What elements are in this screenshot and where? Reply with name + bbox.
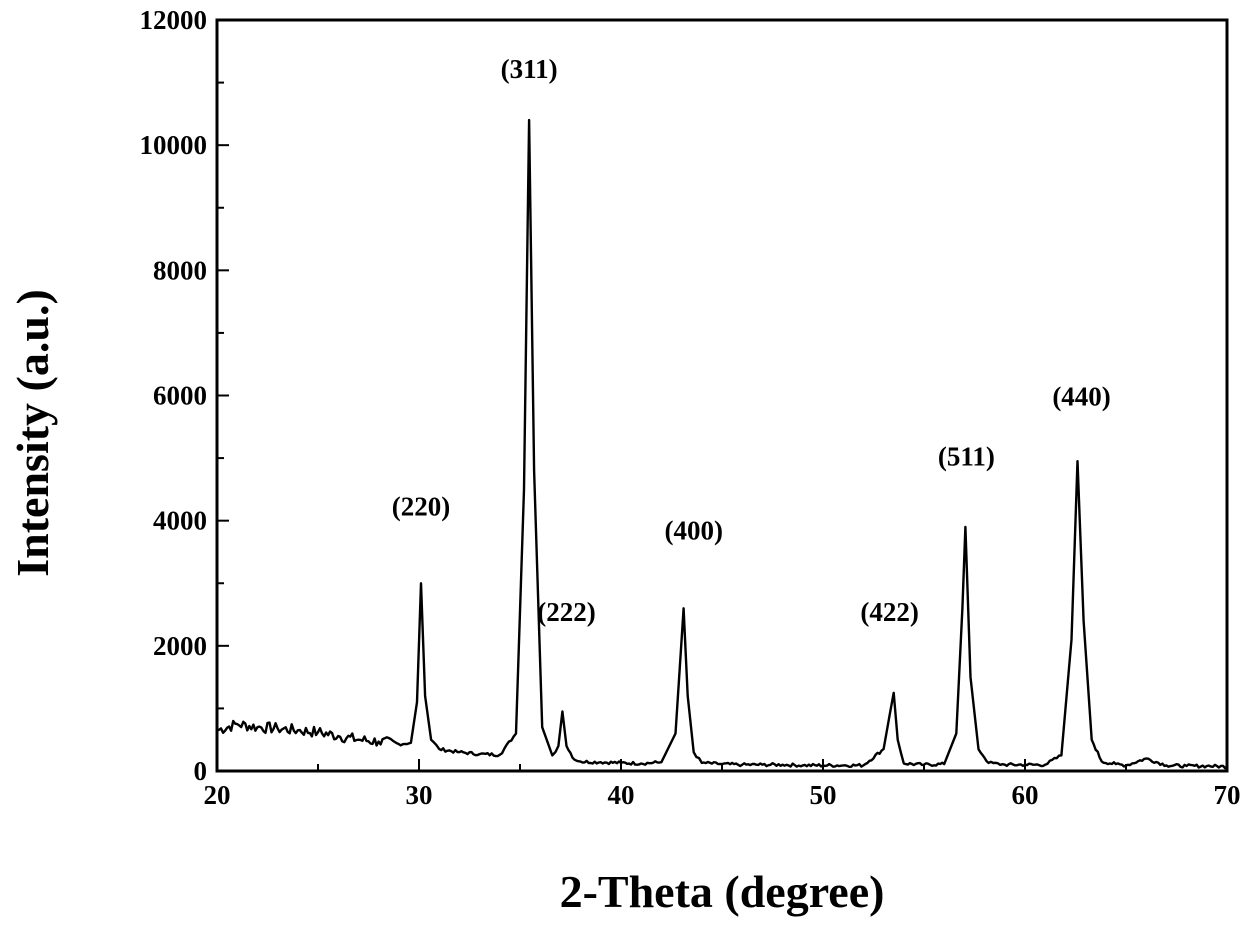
y-tick-label: 2000 <box>153 631 207 661</box>
x-tick-label: 20 <box>204 780 231 810</box>
plot-frame <box>215 18 1229 773</box>
x-axis-title: 2-Theta (degree) <box>560 866 885 917</box>
peak-label: (422) <box>860 597 918 627</box>
peak-label: (222) <box>537 597 595 627</box>
peak-label: (400) <box>664 515 722 545</box>
y-tick-label: 0 <box>194 756 208 786</box>
peak-label: (220) <box>392 492 450 522</box>
annotations-layer: (220) (311) (222) (400) (422) (511) (440) <box>392 54 1111 627</box>
y-tick-label: 8000 <box>153 255 207 285</box>
peak-label: (440) <box>1052 382 1110 412</box>
series-line <box>216 118 1228 770</box>
peak-label: (511) <box>938 442 995 472</box>
y-tick-label: 12000 <box>140 5 208 35</box>
y-axis-title: Intensity (a.u.) <box>7 289 58 577</box>
y-tick-label: 10000 <box>140 130 208 160</box>
x-tick-label: 70 <box>1214 780 1241 810</box>
labels-layer: 20 30 40 50 60 70 0 2000 4000 6000 8000 10000 12000 <box>140 5 1241 810</box>
peak-label: (311) <box>501 54 558 84</box>
y-tick-label: 6000 <box>153 381 207 411</box>
x-tick-label: 40 <box>608 780 635 810</box>
x-tick-label: 30 <box>406 780 433 810</box>
x-tick-label: 60 <box>1012 780 1039 810</box>
x-tick-label: 50 <box>810 780 837 810</box>
y-tick-label: 4000 <box>153 506 207 536</box>
